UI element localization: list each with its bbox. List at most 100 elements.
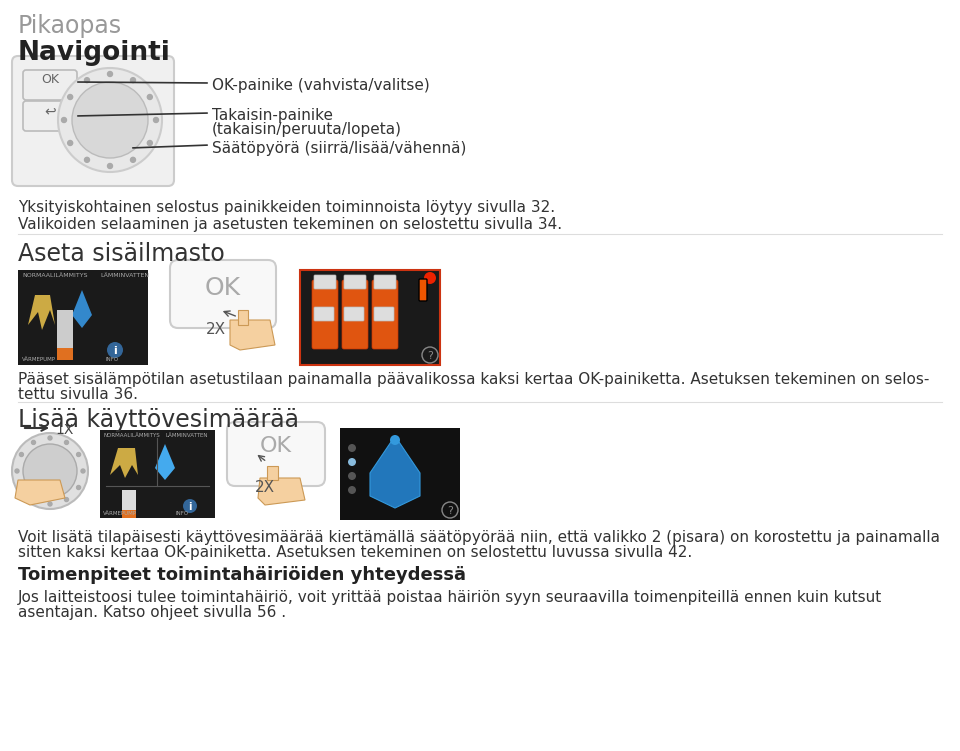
Text: 2X: 2X — [255, 480, 276, 495]
Circle shape — [348, 486, 356, 494]
Circle shape — [32, 440, 36, 445]
Circle shape — [154, 117, 158, 122]
Circle shape — [107, 342, 123, 358]
Polygon shape — [72, 290, 92, 328]
Bar — [100, 430, 215, 518]
Text: OK-painike (vahvista/valitse): OK-painike (vahvista/valitse) — [212, 78, 430, 93]
Text: INFO: INFO — [175, 511, 188, 516]
Text: Aseta sisäilmasto: Aseta sisäilmasto — [18, 242, 225, 266]
Bar — [340, 428, 460, 520]
Circle shape — [390, 435, 400, 445]
Circle shape — [84, 77, 89, 83]
Bar — [122, 510, 136, 518]
Polygon shape — [155, 444, 175, 480]
Circle shape — [23, 444, 77, 498]
Text: Takaisin-painike: Takaisin-painike — [212, 108, 333, 123]
Text: Pääset sisälämpötilan asetustilaan painamalla päävalikossa kaksi kertaa OK-paini: Pääset sisälämpötilan asetustilaan paina… — [18, 372, 929, 387]
Polygon shape — [267, 466, 278, 480]
Text: 2X: 2X — [206, 322, 227, 337]
Circle shape — [61, 117, 66, 122]
Text: 1X: 1X — [55, 423, 73, 437]
Text: LÄMMINVATTEN: LÄMMINVATTEN — [165, 433, 207, 438]
Circle shape — [348, 458, 356, 466]
Circle shape — [67, 95, 73, 99]
FancyBboxPatch shape — [344, 275, 366, 289]
Text: Yksityiskohtainen selostus painikkeiden toiminnoista löytyy sivulla 32.: Yksityiskohtainen selostus painikkeiden … — [18, 200, 555, 215]
Text: OK: OK — [260, 436, 292, 456]
Text: ↩: ↩ — [44, 104, 56, 118]
Text: LÄMMINVATTEN: LÄMMINVATTEN — [100, 273, 149, 278]
Circle shape — [64, 498, 68, 502]
Text: ?: ? — [427, 351, 433, 361]
Circle shape — [72, 82, 148, 158]
Polygon shape — [238, 310, 248, 325]
Text: VÄRMEPUMP: VÄRMEPUMP — [103, 511, 137, 516]
Text: Pikaopas: Pikaopas — [18, 14, 122, 38]
Text: NORMAALILÄMMITYS: NORMAALILÄMMITYS — [22, 273, 87, 278]
Polygon shape — [28, 295, 55, 330]
Circle shape — [84, 158, 89, 162]
Circle shape — [32, 498, 36, 502]
FancyBboxPatch shape — [170, 260, 276, 328]
FancyBboxPatch shape — [372, 280, 398, 349]
Circle shape — [67, 140, 73, 146]
Text: Voit lisätä tilapäisesti käyttövesimäärää kiertämällä säätöpyörää niin, että val: Voit lisätä tilapäisesti käyttövesimäärä… — [18, 530, 940, 545]
Text: VÄRMEPUMP: VÄRMEPUMP — [22, 357, 56, 362]
Bar — [57, 348, 73, 360]
Circle shape — [19, 453, 23, 457]
Bar — [300, 270, 440, 365]
FancyBboxPatch shape — [312, 280, 338, 349]
Circle shape — [108, 164, 112, 168]
Polygon shape — [15, 480, 65, 505]
Circle shape — [19, 485, 23, 490]
Circle shape — [15, 469, 19, 473]
Text: Valikoiden selaaminen ja asetusten tekeminen on selostettu sivulla 34.: Valikoiden selaaminen ja asetusten tekem… — [18, 217, 563, 232]
Text: NORMAALILÄMMITYS: NORMAALILÄMMITYS — [103, 433, 159, 438]
FancyBboxPatch shape — [23, 101, 77, 131]
Text: Säätöpyörä (siirrä/lisää/vähennä): Säätöpyörä (siirrä/lisää/vähennä) — [212, 141, 467, 156]
Text: Jos laitteistoosi tulee toimintahäiriö, voit yrittää poistaa häiriön syyn seuraa: Jos laitteistoosi tulee toimintahäiriö, … — [18, 590, 882, 605]
Circle shape — [131, 158, 135, 162]
Circle shape — [58, 68, 162, 172]
Circle shape — [348, 472, 356, 480]
Circle shape — [183, 499, 197, 513]
Circle shape — [77, 485, 81, 490]
FancyBboxPatch shape — [314, 307, 334, 321]
Circle shape — [147, 140, 153, 146]
Text: Lisää käyttövesimäärää: Lisää käyttövesimäärää — [18, 408, 299, 432]
FancyBboxPatch shape — [374, 307, 394, 321]
Circle shape — [108, 71, 112, 77]
Circle shape — [131, 77, 135, 83]
Text: i: i — [188, 502, 192, 512]
Circle shape — [12, 433, 88, 509]
FancyBboxPatch shape — [419, 279, 427, 301]
FancyBboxPatch shape — [227, 422, 325, 486]
Text: ?: ? — [447, 506, 453, 516]
Text: tettu sivulla 36.: tettu sivulla 36. — [18, 387, 138, 402]
FancyBboxPatch shape — [23, 70, 77, 100]
Text: sitten kaksi kertaa OK-painiketta. Asetuksen tekeminen on selostettu luvussa siv: sitten kaksi kertaa OK-painiketta. Asetu… — [18, 545, 692, 560]
Text: Toimenpiteet toimintahäiriöiden yhteydessä: Toimenpiteet toimintahäiriöiden yhteydes… — [18, 566, 466, 584]
Circle shape — [48, 502, 52, 506]
Text: OK: OK — [41, 73, 59, 86]
Polygon shape — [370, 436, 420, 508]
FancyBboxPatch shape — [374, 275, 396, 289]
FancyBboxPatch shape — [314, 275, 336, 289]
Circle shape — [424, 272, 436, 284]
Text: INFO: INFO — [105, 357, 118, 362]
Polygon shape — [230, 320, 275, 350]
FancyBboxPatch shape — [344, 307, 364, 321]
Circle shape — [81, 469, 85, 473]
Bar — [18, 270, 148, 365]
Text: i: i — [113, 346, 117, 356]
Text: asentajan. Katso ohjeet sivulla 56 .: asentajan. Katso ohjeet sivulla 56 . — [18, 605, 286, 620]
Bar — [300, 270, 440, 365]
Circle shape — [64, 440, 68, 445]
Circle shape — [348, 444, 356, 452]
Circle shape — [48, 436, 52, 440]
Bar — [122, 490, 136, 512]
Text: OK: OK — [204, 276, 241, 300]
Bar — [57, 310, 73, 350]
Circle shape — [147, 95, 153, 99]
FancyBboxPatch shape — [342, 280, 368, 349]
